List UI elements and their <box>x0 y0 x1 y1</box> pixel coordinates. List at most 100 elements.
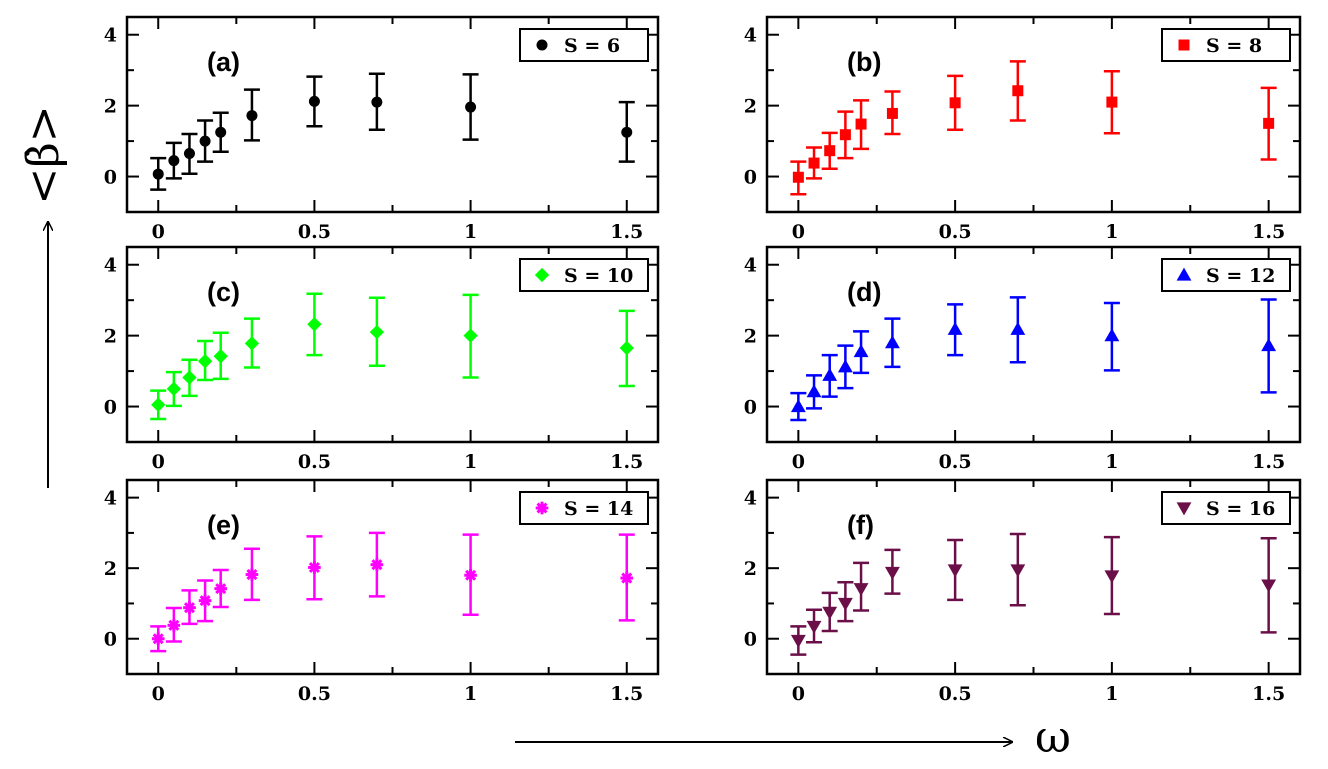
data-point <box>307 317 322 332</box>
data-point <box>183 601 196 615</box>
legend: S = 6 <box>519 28 649 62</box>
data-point <box>837 597 853 611</box>
legend-label: S = 8 <box>1206 35 1262 57</box>
legend: S = 14 <box>519 491 649 525</box>
data-point <box>1261 338 1277 352</box>
data-point <box>1010 564 1026 578</box>
y-tick-label: 0 <box>744 167 757 189</box>
legend-marker <box>1176 267 1192 281</box>
data-point <box>806 384 822 398</box>
data-point <box>151 632 165 646</box>
y-tick-label: 2 <box>744 326 757 348</box>
x-tick-label: 1 <box>464 221 477 243</box>
data-point <box>1261 579 1277 593</box>
data-point-core <box>170 622 177 629</box>
y-tick-label: 0 <box>104 629 117 651</box>
x-tick-label: 0 <box>152 451 165 473</box>
data-point-core <box>248 571 255 578</box>
data-point <box>1104 328 1120 342</box>
chart-panel: 0 0.5 1 1.5 0 2 4 (a) S = 6 <box>104 15 660 243</box>
data-point <box>619 340 634 356</box>
legend: S = 16 <box>1161 491 1291 525</box>
legend-marker <box>536 39 548 51</box>
data-point <box>853 583 869 597</box>
x-tick-label: 0 <box>152 221 165 243</box>
x-tick-label: 1.5 <box>610 221 643 243</box>
data-point <box>167 618 181 632</box>
legend-marker <box>1178 39 1190 51</box>
plot-frame <box>125 245 660 444</box>
data-point-core <box>217 585 224 592</box>
legend: S = 8 <box>1161 28 1291 62</box>
x-tick-label: 0.5 <box>298 451 331 473</box>
data-point <box>244 336 260 351</box>
y-tick-label: 4 <box>104 255 117 277</box>
data-point <box>215 126 227 138</box>
legend-label: S = 12 <box>1206 265 1275 287</box>
data-point-core <box>155 635 162 642</box>
panel-label: (f) <box>847 510 874 540</box>
chart-panel: 0 0.5 1 1.5 0 2 4 (f) S = 16 <box>744 478 1302 705</box>
data-point <box>886 107 898 119</box>
data-point-core <box>373 561 380 568</box>
y-tick-label: 2 <box>744 558 757 580</box>
x-tick-label: 1 <box>464 451 477 473</box>
data-point <box>246 110 258 122</box>
data-point <box>198 594 212 607</box>
data-point <box>197 354 213 369</box>
legend-marker-core <box>538 504 546 512</box>
data-point <box>853 344 869 358</box>
x-tick-label: 1.5 <box>610 683 643 705</box>
data-point-core <box>467 572 474 579</box>
legend-label: S = 16 <box>1206 498 1275 520</box>
legend-marker <box>1176 502 1192 516</box>
legend-marker <box>535 501 549 515</box>
y-tick-label: 0 <box>104 397 117 419</box>
y-tick-label: 4 <box>744 255 757 277</box>
data-point <box>245 568 259 581</box>
data-point <box>790 399 806 413</box>
legend-box <box>519 28 649 62</box>
x-tick-label: 1 <box>1105 221 1118 243</box>
x-tick-label: 1 <box>464 683 477 705</box>
x-tick-label: 1.5 <box>1252 451 1285 473</box>
data-point <box>152 168 164 180</box>
legend-label: S = 6 <box>564 35 620 57</box>
data-point <box>1106 96 1118 108</box>
x-tick-label: 0.5 <box>939 451 972 473</box>
panel-label: (c) <box>207 277 240 307</box>
data-point <box>151 397 166 412</box>
data-point <box>214 582 228 595</box>
y-tick-label: 2 <box>104 96 117 118</box>
plot-frame <box>765 245 1302 444</box>
data-point <box>465 101 477 113</box>
chart-panel: 0 0.5 1 1.5 0 2 4 (e) S = 14 <box>104 478 660 705</box>
data-point <box>824 145 836 157</box>
y-tick-label: 2 <box>744 96 757 118</box>
data-point <box>884 566 900 580</box>
legend: S = 10 <box>519 258 649 292</box>
y-tick-label: 0 <box>744 629 757 651</box>
x-tick-label: 1.5 <box>610 451 643 473</box>
data-point <box>1263 117 1275 129</box>
data-point <box>308 95 320 107</box>
x-axis-title: ω <box>1035 712 1071 763</box>
plot-frame <box>765 478 1302 676</box>
chart-panel: 0 0.5 1 1.5 0 2 4 (b) S = 8 <box>744 15 1302 243</box>
data-point <box>463 328 478 343</box>
data-point <box>1010 321 1026 335</box>
x-tick-label: 1 <box>1105 451 1118 473</box>
data-point-core <box>202 597 209 604</box>
y-tick-label: 0 <box>744 397 757 419</box>
data-point <box>464 568 477 582</box>
x-tick-label: 0.5 <box>298 683 331 705</box>
data-point <box>182 370 197 385</box>
y-tick-label: 2 <box>104 326 117 348</box>
data-point <box>620 571 634 585</box>
data-point-core <box>623 575 630 582</box>
plot-frame <box>125 478 660 676</box>
plot-frame <box>765 15 1302 214</box>
x-tick-label: 1.5 <box>1252 221 1285 243</box>
